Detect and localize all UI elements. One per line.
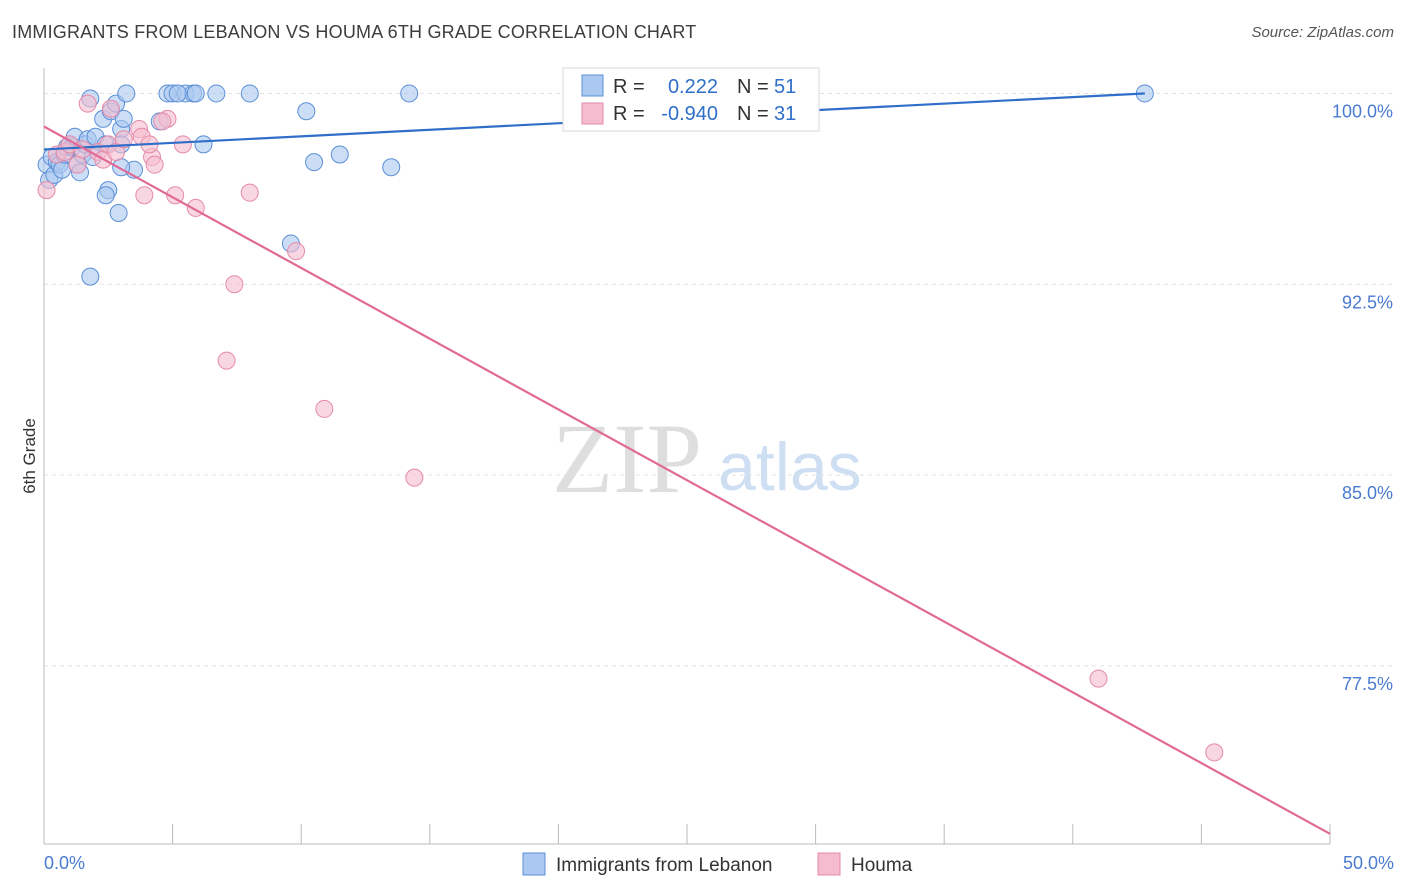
- y-axis-title: 6th Grade: [20, 418, 39, 494]
- series-legend-label-lebanon: Immigrants from Lebanon: [556, 855, 773, 876]
- point-houma-14: [135, 186, 154, 205]
- point-lebanon-24: [96, 186, 115, 205]
- x-ticks: [43, 824, 1331, 844]
- point-houma-4: [68, 155, 87, 174]
- stats-legend: R = 0.222 N = 51 R = -0.940 N = 31: [562, 67, 820, 132]
- point-houma-0: [37, 181, 56, 200]
- point-lebanon-42: [207, 84, 226, 103]
- point-lebanon-43: [240, 84, 259, 103]
- watermark-atlas: atlas: [718, 429, 862, 505]
- point-houma-24: [217, 351, 236, 370]
- point-lebanon-41: [186, 84, 205, 103]
- point-lebanon-28: [117, 84, 136, 103]
- point-lebanon-6: [53, 160, 72, 179]
- point-lebanon-39: [168, 84, 187, 103]
- point-houma-27: [287, 242, 306, 261]
- point-lebanon-45: [297, 102, 316, 121]
- gridlines: [44, 92, 1395, 667]
- source-credit: Source: ZipAtlas.com: [1251, 24, 1394, 41]
- series-legend-swatch-lebanon: [522, 852, 546, 876]
- point-houma-26: [240, 183, 259, 202]
- legend-n-value-2: 31: [774, 103, 796, 125]
- legend-n-label-2: N =: [737, 103, 769, 125]
- point-houma-6: [78, 94, 97, 113]
- point-houma-20: [153, 112, 172, 131]
- point-lebanon-40: [194, 135, 213, 154]
- legend-r-value-2: -0.940: [661, 103, 718, 125]
- watermark-zip: ZIP: [552, 403, 702, 514]
- point-houma-17: [145, 155, 164, 174]
- legend-r-label-2: R =: [613, 103, 645, 125]
- series-legend: Immigrants from Lebanon Houma: [522, 852, 913, 876]
- point-houma-22: [173, 135, 192, 154]
- series-legend-swatch-houma: [817, 852, 841, 876]
- axes: 0.0% 50.0% 77.5% 85.0% 92.5% 100.0% 6th Gra…: [20, 68, 1394, 873]
- point-lebanon-47: [330, 145, 349, 164]
- legend-r-label-1: R =: [613, 76, 645, 98]
- y-tick-label-0: 77.5%: [1342, 674, 1393, 694]
- trendline-houma: [43, 125, 1331, 835]
- y-tick-labels: 77.5% 85.0% 92.5% 100.0%: [1332, 101, 1393, 693]
- legend-r-value-1: 0.222: [668, 76, 718, 98]
- point-houma-10: [101, 99, 120, 118]
- point-lebanon-20: [81, 267, 100, 286]
- y-tick-label-3: 100.0%: [1332, 101, 1393, 121]
- legend-n-label-1: N =: [737, 76, 769, 98]
- y-tick-label-2: 92.5%: [1342, 292, 1393, 312]
- point-lebanon-32: [114, 109, 133, 128]
- legend-swatch-houma: [581, 102, 604, 125]
- legend-swatch-lebanon: [581, 74, 604, 97]
- point-houma-25: [225, 275, 244, 294]
- stats-legend-frame: [562, 67, 820, 132]
- legend-n-value-1: 51: [774, 76, 796, 98]
- y-tick-label-1: 85.0%: [1342, 483, 1393, 503]
- point-houma-12: [114, 130, 133, 149]
- point-houma-29: [405, 468, 424, 487]
- point-lebanon-48: [382, 158, 401, 177]
- x-tick-label-max: 50.0%: [1343, 853, 1394, 873]
- point-lebanon-49: [400, 84, 419, 103]
- point-houma-30: [1089, 669, 1108, 688]
- point-lebanon-46: [305, 153, 324, 172]
- watermark: ZIP atlas: [552, 403, 862, 514]
- x-tick-label-min: 0.0%: [44, 853, 85, 873]
- series-legend-label-houma: Houma: [851, 855, 913, 876]
- point-houma-28: [315, 399, 334, 418]
- chart-title: IMMIGRANTS FROM LEBANON VS HOUMA 6TH GRA…: [12, 22, 697, 42]
- point-lebanon-33: [109, 204, 128, 223]
- point-houma-31: [1205, 743, 1224, 762]
